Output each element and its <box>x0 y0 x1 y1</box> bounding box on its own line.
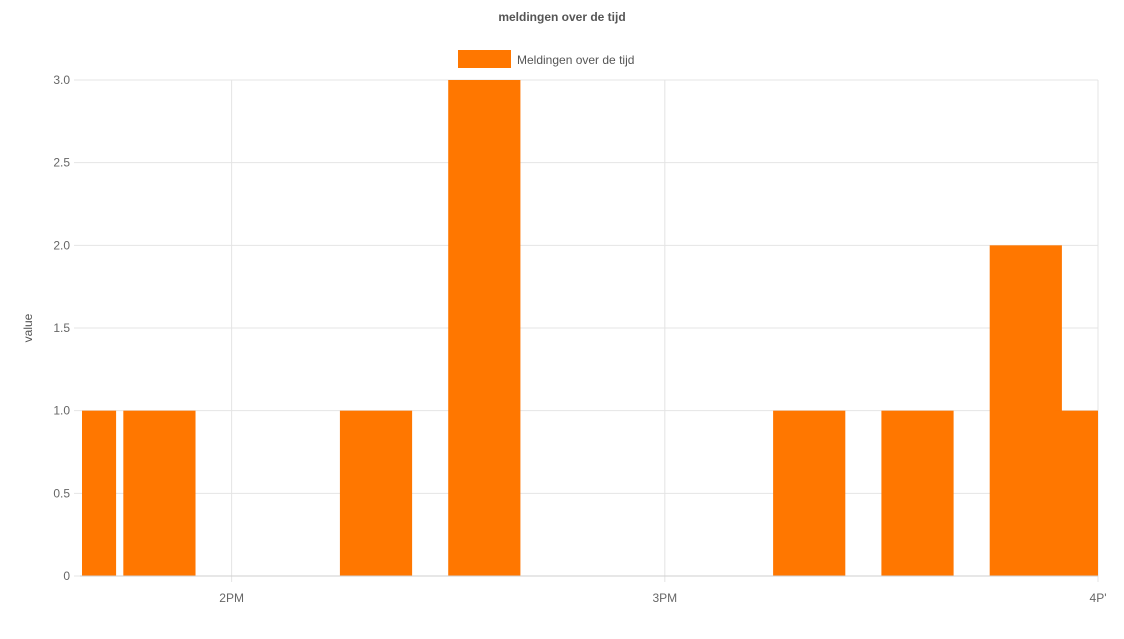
bar[interactable] <box>82 410 117 576</box>
bar[interactable] <box>881 410 954 576</box>
y-tick-label: 3.0 <box>53 73 70 87</box>
chart-title: meldingen over de tijd <box>498 10 625 24</box>
bars <box>82 80 1098 577</box>
y-tick-label: 1.0 <box>53 404 70 418</box>
bar[interactable] <box>773 410 846 576</box>
y-tick-label: 1.5 <box>53 321 70 335</box>
y-tick-label: 2.5 <box>53 156 70 170</box>
bar[interactable] <box>989 245 1062 577</box>
y-tick-label: 0.5 <box>53 486 70 500</box>
bar[interactable] <box>1054 410 1098 576</box>
y-tick-label: 2.0 <box>53 238 70 252</box>
legend[interactable]: Meldingen over de tijd <box>458 50 634 68</box>
x-tick-label: 3PM <box>652 591 677 605</box>
y-axis-label: value <box>21 313 35 342</box>
bar[interactable] <box>448 80 521 576</box>
bar[interactable] <box>123 410 196 576</box>
legend-swatch <box>458 50 511 68</box>
x-tick-label: 2PM <box>219 591 244 605</box>
bar[interactable] <box>339 410 413 576</box>
axes: 0 0.5 1.0 1.5 2.0 2.5 3.0 2PM 3PM 4P' <box>53 73 1106 605</box>
x-tick-label: 4P' <box>1090 591 1107 605</box>
legend-label: Meldingen over de tijd <box>517 53 634 67</box>
y-tick-label: 0 <box>63 569 70 583</box>
